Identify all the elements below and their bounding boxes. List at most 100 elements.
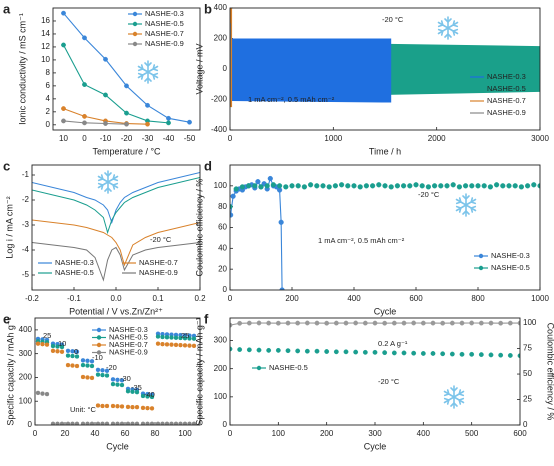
data-point xyxy=(469,320,475,326)
panel: f Cycle Specific capacity / mAh g⁻¹ Coulomb… xyxy=(194,311,554,451)
y-tick-label: 300 xyxy=(19,349,33,358)
panel-label: c xyxy=(3,158,10,173)
data-point xyxy=(275,320,281,326)
data-point xyxy=(155,334,161,339)
data-point xyxy=(74,363,80,369)
data-point xyxy=(420,320,426,326)
data-point xyxy=(295,348,301,354)
data-point xyxy=(191,336,197,341)
y-tick-label: 16 xyxy=(41,16,50,25)
data-point xyxy=(304,320,310,326)
x-tick-label: 400 xyxy=(347,294,361,303)
data-point xyxy=(89,375,95,381)
data-point xyxy=(401,350,407,356)
data-point xyxy=(103,121,108,126)
x-tick-label: -50 xyxy=(184,134,196,143)
data-point xyxy=(419,183,425,189)
data-point xyxy=(80,421,86,425)
legend-marker xyxy=(478,265,484,271)
series-line xyxy=(32,242,200,282)
data-point xyxy=(388,184,394,190)
data-point xyxy=(104,421,110,425)
data-point xyxy=(459,351,465,357)
data-point xyxy=(164,335,170,340)
data-point xyxy=(145,121,150,127)
annotation: 25 xyxy=(181,331,189,340)
y-tick-label: 200 xyxy=(214,34,228,43)
data-point xyxy=(65,353,71,358)
x-axis-title: Potential / V vs.Zn/Zn²⁺ xyxy=(69,306,163,316)
data-point xyxy=(85,375,90,380)
data-point xyxy=(353,320,359,326)
x-tick-label: -0.2 xyxy=(25,294,39,303)
snowflake-icon xyxy=(97,170,119,194)
data-point xyxy=(59,344,65,350)
legend-label: NASHE-0.7 xyxy=(487,96,526,105)
x-tick-label: -40 xyxy=(163,134,175,143)
data-point xyxy=(270,182,277,188)
data-point xyxy=(246,183,252,189)
plot-frame xyxy=(31,164,201,291)
panel-label: e xyxy=(3,311,10,326)
data-point xyxy=(449,320,455,326)
y-tick-label: 200 xyxy=(214,364,228,373)
y2-tick-label: 75 xyxy=(523,344,532,353)
y-tick-label: 0 xyxy=(223,420,228,429)
legend-label: NASHE-0.7 xyxy=(145,29,184,38)
data-point xyxy=(169,335,174,340)
data-point xyxy=(382,350,388,356)
x-tick-label: 300 xyxy=(368,429,382,438)
annotation: -10 xyxy=(92,353,103,362)
data-point xyxy=(110,377,116,382)
x-tick-label: 3000 xyxy=(531,134,549,143)
y-tick-label: 4 xyxy=(46,94,51,103)
annotation: -40 xyxy=(144,390,155,399)
annotation: 25 xyxy=(43,331,51,340)
plot-frame xyxy=(52,7,201,131)
annotation: -20 xyxy=(106,363,117,372)
data-point xyxy=(187,421,192,425)
data-point xyxy=(164,421,170,425)
data-point xyxy=(469,351,475,357)
data-point xyxy=(124,110,129,116)
data-point xyxy=(450,182,456,188)
data-point xyxy=(140,405,146,411)
x-tick-label: 0.0 xyxy=(110,294,122,303)
y-tick-label: 0 xyxy=(223,64,228,73)
data-point xyxy=(70,353,75,359)
data-point xyxy=(438,183,444,189)
data-point xyxy=(104,373,110,378)
data-point xyxy=(339,182,345,188)
data-point xyxy=(314,183,320,189)
data-point xyxy=(478,352,484,358)
data-point xyxy=(85,363,90,368)
data-point xyxy=(345,183,351,189)
x-tick-label: 60 xyxy=(121,429,130,438)
data-point xyxy=(478,320,484,326)
data-point xyxy=(110,381,116,387)
data-point xyxy=(256,347,262,353)
data-point xyxy=(173,342,179,348)
data-point xyxy=(70,363,75,368)
data-point xyxy=(237,347,243,352)
data-point xyxy=(264,183,270,189)
data-point xyxy=(145,394,150,399)
legend-label: NASHE-0.5 xyxy=(269,363,308,372)
data-point xyxy=(289,183,295,189)
legend-marker xyxy=(256,365,262,371)
x-tick-label: 0 xyxy=(228,429,233,438)
data-point xyxy=(160,421,165,425)
data-point xyxy=(115,421,120,425)
x-axis-title: Cycle xyxy=(364,441,387,451)
data-point xyxy=(256,320,262,326)
data-point xyxy=(440,351,446,357)
data-point xyxy=(376,182,382,188)
legend-label: NASHE-0.5 xyxy=(487,84,526,93)
data-point xyxy=(95,421,101,425)
annotation: -30 xyxy=(120,374,131,383)
x-tick-label: 200 xyxy=(285,294,299,303)
data-point xyxy=(82,82,87,87)
data-point xyxy=(372,349,378,355)
